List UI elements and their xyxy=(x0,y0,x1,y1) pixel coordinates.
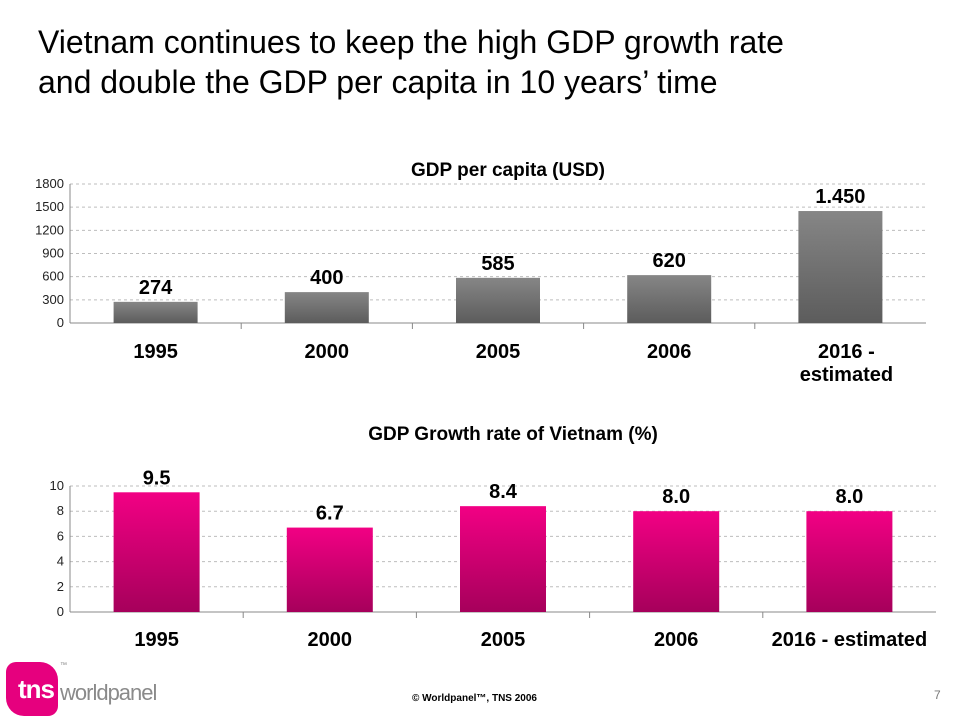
category-label: 2000 xyxy=(305,341,350,363)
category-label: 1995 xyxy=(134,629,179,651)
category-label: 2005 xyxy=(481,629,526,651)
category-label: 2006 xyxy=(654,629,699,651)
y-tick-label: 0 xyxy=(57,604,64,619)
data-label: 6.7 xyxy=(316,503,344,525)
y-tick-label: 1800 xyxy=(35,176,64,191)
y-tick-label: 1500 xyxy=(35,199,64,214)
data-label: 400 xyxy=(310,267,343,289)
gdp-growth-bar-2005 xyxy=(460,506,546,612)
gdp-growth-bar-2016 xyxy=(806,511,893,612)
gdp-per-capita-bar-2016 xyxy=(798,211,883,323)
logo-trademark: ™ xyxy=(60,662,67,669)
y-tick-label: 8 xyxy=(57,503,64,518)
y-tick-label: 900 xyxy=(42,246,64,261)
logo-brand-text: worldpanel xyxy=(60,680,157,705)
slide-title: Vietnam continues to keep the high GDP g… xyxy=(38,24,784,100)
category-label: 2016 - xyxy=(818,341,875,363)
data-label: 8.0 xyxy=(835,486,863,508)
category-label: 2005 xyxy=(476,341,521,363)
y-tick-label: 0 xyxy=(57,315,64,330)
gdp-growth-title: GDP Growth rate of Vietnam (%) xyxy=(368,424,658,445)
y-tick-label: 4 xyxy=(57,554,64,569)
data-label: 620 xyxy=(653,250,686,272)
gdp-growth-chart: GDP Growth rate of Vietnam (%) 0 2 4 6 8 10 9.5… xyxy=(50,424,936,651)
category-label-line2: estimated xyxy=(800,364,893,386)
gdp-growth-bar-2000 xyxy=(286,527,373,612)
data-label: 8.0 xyxy=(662,486,690,508)
gdp-per-capita-bar-1995 xyxy=(113,301,198,323)
gdp-per-capita-bar-2000 xyxy=(284,292,369,323)
data-label: 1.450 xyxy=(815,186,865,208)
y-tick-label: 600 xyxy=(42,269,64,284)
y-tick-label: 300 xyxy=(42,292,64,307)
category-label: 2000 xyxy=(308,629,353,651)
page-number: 7 xyxy=(934,688,941,702)
data-label: 8.4 xyxy=(489,481,518,503)
gdp-per-capita-chart: GDP per capita (USD) 0 300 600 900 1200 1500 18… xyxy=(35,160,926,386)
y-tick-label: 10 xyxy=(50,478,64,493)
gdp-growth-bar-2006 xyxy=(633,511,720,612)
y-tick-label: 6 xyxy=(57,528,64,543)
gdp-per-capita-title: GDP per capita (USD) xyxy=(411,160,605,181)
gdp-per-capita-bar-2005 xyxy=(456,277,540,323)
category-label: 2016 - estimated xyxy=(772,629,928,651)
category-label: 1995 xyxy=(133,341,178,363)
data-label: 274 xyxy=(139,277,173,299)
logo-mark: tns xyxy=(6,662,58,716)
y-tick-label: 2 xyxy=(57,579,64,594)
gdp-growth-bar-1995 xyxy=(113,492,200,612)
category-label: 2006 xyxy=(647,341,692,363)
tns-worldpanel-logo: tns ™ worldpanel xyxy=(0,660,170,720)
y-tick-label: 1200 xyxy=(35,222,64,237)
data-label: 585 xyxy=(481,253,514,275)
gdp-per-capita-bar-2006 xyxy=(627,275,712,323)
logo-tns-text: tns xyxy=(18,674,55,704)
data-label: 9.5 xyxy=(143,467,171,489)
copyright-footer: © Worldpanel™, TNS 2006 xyxy=(412,693,537,704)
